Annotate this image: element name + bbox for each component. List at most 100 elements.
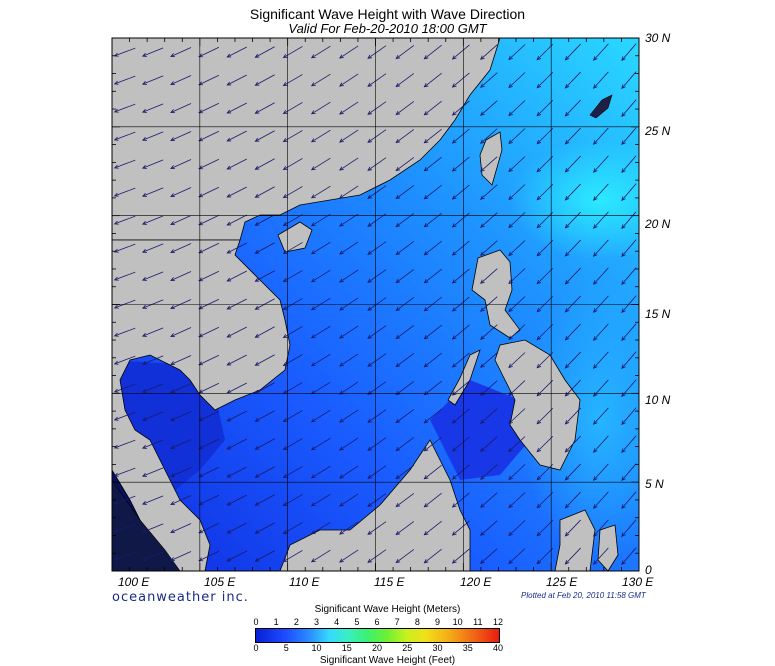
wave-arrow	[564, 547, 581, 565]
legend-meter-tick: 11	[473, 617, 483, 627]
wave-arrow	[226, 466, 247, 478]
wave-arrow	[508, 212, 526, 229]
wave-arrow	[170, 299, 192, 309]
legend-meter-tick: 8	[414, 617, 420, 627]
wave-arrow	[395, 101, 415, 116]
high-wave-zone	[510, 140, 639, 260]
wave-arrow	[395, 325, 415, 340]
wave-arrow	[423, 128, 442, 144]
wave-arrow	[480, 548, 498, 564]
wave-arrow	[141, 75, 164, 85]
wave-arrow	[451, 240, 470, 256]
wave-arrow	[282, 298, 303, 311]
wave-arrow	[621, 323, 637, 342]
wave-arrow	[564, 323, 581, 341]
map-subtitle: Valid For Feb-20-2010 18:00 GMT	[288, 21, 487, 36]
wave-arrow	[339, 521, 359, 535]
wave-arrow	[170, 327, 192, 337]
wave-arrow	[621, 491, 637, 510]
wave-arrow	[141, 103, 164, 113]
wave-arrow	[170, 411, 192, 421]
wave-arrow	[536, 491, 554, 509]
wave-arrow	[423, 100, 442, 116]
wave-arrow	[564, 239, 581, 257]
wave-arrow	[226, 158, 247, 170]
wave-arrow	[451, 352, 470, 368]
wave-arrow	[451, 324, 470, 340]
wave-arrow	[621, 351, 637, 370]
wave-arrow	[423, 240, 442, 256]
wave-arrow	[113, 383, 136, 393]
wave-arrow	[480, 184, 498, 200]
wave-arrow	[198, 130, 220, 142]
map-title: Significant Wave Height with Wave Direct…	[249, 6, 526, 22]
wave-arrow	[367, 157, 387, 171]
wave-arrow	[536, 435, 554, 453]
wave-arrow	[395, 129, 415, 144]
legend-meter-tick: 6	[374, 617, 380, 627]
lon-label: 105 E	[204, 575, 236, 589]
wave-arrow	[198, 46, 220, 58]
wave-arrow	[592, 435, 609, 453]
wave-arrow	[310, 45, 331, 59]
wave-arrow	[198, 522, 220, 534]
wave-arrow	[395, 549, 415, 564]
legend-meter-tick: 12	[492, 617, 503, 627]
wave-arrow	[310, 521, 331, 535]
wave-arrow	[198, 354, 220, 366]
wave-arrow	[339, 241, 359, 255]
wave-arrow	[423, 492, 442, 508]
wave-arrow	[254, 46, 275, 58]
plotted-timestamp: Plotted at Feb 20, 2010 11:58 GMT	[521, 591, 646, 600]
land-borneo	[279, 439, 471, 571]
wave-arrow	[310, 297, 331, 311]
wave-arrow	[536, 71, 554, 89]
wave-arrow	[226, 270, 247, 282]
lat-label: 5 N	[645, 477, 664, 491]
wave-arrow	[451, 44, 470, 60]
wave-arrow	[564, 519, 581, 537]
wave-arrow	[113, 355, 136, 365]
wave-arrow	[592, 407, 609, 425]
wave-arrow	[339, 157, 359, 171]
wave-arrow	[508, 380, 526, 397]
wave-arrow	[170, 187, 192, 197]
wave-arrow	[141, 467, 164, 477]
wave-arrow	[621, 435, 637, 454]
wave-arrow	[226, 242, 247, 254]
wave-arrow	[310, 437, 331, 451]
wave-arrow	[451, 520, 470, 536]
wave-arrow	[395, 185, 415, 200]
wave-arrow	[226, 354, 247, 366]
wave-arrow	[536, 519, 554, 537]
lon-label: 115 E	[374, 575, 405, 589]
wave-direction-arrows	[113, 43, 637, 566]
wave-arrow	[367, 521, 387, 535]
legend-meter-tick: 10	[452, 617, 463, 627]
wave-arrow	[508, 408, 526, 425]
wave-arrow	[170, 355, 192, 365]
wave-arrow	[621, 267, 637, 286]
wave-arrow	[226, 46, 247, 58]
wave-arrow	[254, 466, 275, 478]
wave-arrow	[141, 271, 164, 281]
wave-arrow	[508, 520, 526, 537]
wave-arrow	[141, 299, 164, 309]
wave-arrow	[141, 159, 164, 169]
wave-arrow	[141, 243, 164, 253]
wave-arrow	[592, 295, 609, 313]
wave-arrow	[395, 381, 415, 396]
lat-label: 10 N	[645, 393, 671, 407]
wave-arrow	[113, 103, 136, 113]
wave-arrow	[310, 101, 331, 115]
wave-arrow	[254, 74, 275, 86]
wave-arrow	[367, 45, 387, 59]
wave-arrow	[254, 354, 275, 366]
wave-arrow	[480, 268, 498, 284]
wave-arrow	[170, 103, 192, 113]
wave-arrow	[141, 215, 164, 225]
wave-arrow	[564, 211, 581, 229]
wave-arrow	[423, 548, 442, 564]
wave-arrow	[282, 270, 303, 283]
legend-color-bar	[255, 628, 500, 643]
